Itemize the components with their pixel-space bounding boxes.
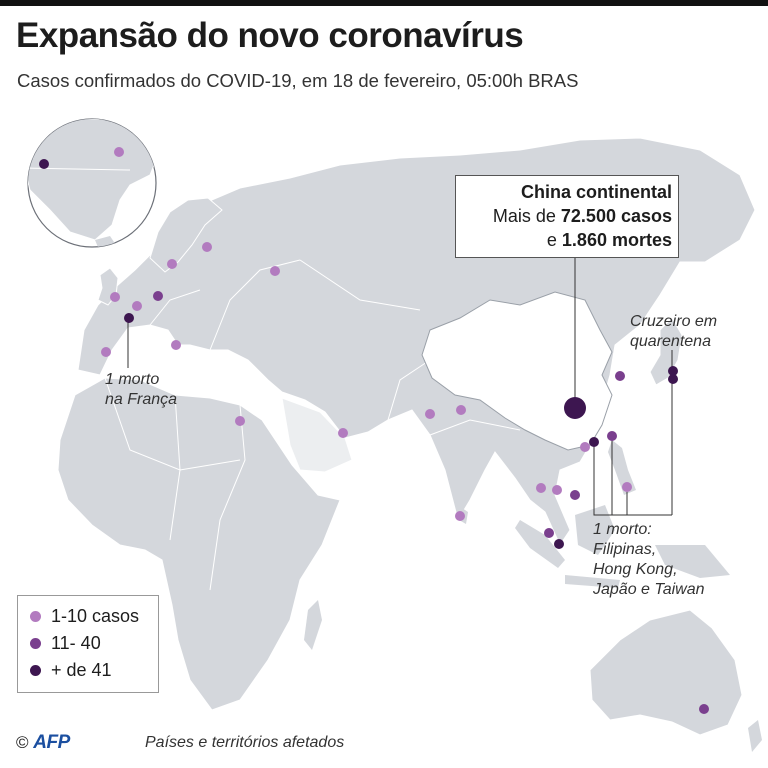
page-subtitle: Casos confirmados do COVID-19, em 18 de … bbox=[17, 70, 579, 91]
case-marker bbox=[270, 266, 280, 276]
legend: 1-10 casos 11- 40 + de 41 bbox=[17, 595, 159, 693]
case-marker bbox=[114, 147, 124, 157]
case-marker bbox=[699, 704, 709, 714]
page-title: Expansão do novo coronavírus bbox=[16, 16, 524, 55]
case-marker bbox=[668, 374, 678, 384]
case-marker bbox=[580, 442, 590, 452]
afp-wordmark: AFP bbox=[33, 732, 70, 753]
callout-region: China continental bbox=[520, 182, 672, 202]
case-marker bbox=[552, 485, 562, 495]
new-guinea bbox=[655, 545, 730, 578]
case-marker bbox=[39, 159, 49, 169]
case-marker bbox=[615, 371, 625, 381]
legend-dot-icon bbox=[30, 665, 41, 676]
arabian-peninsula bbox=[281, 397, 353, 473]
case-marker bbox=[668, 366, 678, 376]
legend-dot-icon bbox=[30, 611, 41, 622]
asia-deaths-note: 1 morto: Filipinas, Hong Kong, Japão e T… bbox=[593, 521, 705, 598]
case-marker bbox=[589, 437, 599, 447]
australia bbox=[589, 609, 743, 736]
philippines bbox=[608, 440, 636, 495]
borneo bbox=[575, 505, 615, 555]
afp-logo: © AFP bbox=[16, 732, 70, 753]
case-marker bbox=[153, 291, 163, 301]
case-marker bbox=[338, 428, 348, 438]
case-marker bbox=[132, 301, 142, 311]
case-marker bbox=[110, 292, 120, 302]
java bbox=[565, 575, 620, 588]
legend-item-dark: + de 41 bbox=[30, 657, 158, 684]
case-marker bbox=[235, 416, 245, 426]
case-marker bbox=[554, 539, 564, 549]
case-marker bbox=[564, 397, 586, 419]
case-marker bbox=[570, 490, 580, 500]
case-marker bbox=[456, 405, 466, 415]
case-marker bbox=[425, 409, 435, 419]
case-marker bbox=[171, 340, 181, 350]
callout-cases: Mais de 72.500 casos bbox=[492, 206, 672, 226]
map-caption: Países e territórios afetados bbox=[145, 734, 345, 751]
china-callout: China continental Mais de 72.500 casos e… bbox=[455, 175, 679, 258]
top-rule bbox=[0, 0, 768, 6]
legend-item-light: 1-10 casos bbox=[30, 603, 158, 630]
new-zealand bbox=[748, 720, 762, 752]
case-markers bbox=[39, 147, 709, 714]
france-note: 1 morto na França bbox=[105, 371, 178, 408]
case-marker bbox=[202, 242, 212, 252]
sumatra bbox=[515, 520, 565, 568]
case-marker bbox=[167, 259, 177, 269]
case-marker bbox=[455, 511, 465, 521]
japan bbox=[649, 317, 683, 386]
case-marker bbox=[622, 482, 632, 492]
case-marker bbox=[544, 528, 554, 538]
country-borders bbox=[104, 259, 521, 591]
case-marker bbox=[607, 431, 617, 441]
legend-dot-icon bbox=[30, 638, 41, 649]
case-marker bbox=[536, 483, 546, 493]
callout-deaths: e 1.860 mortes bbox=[546, 230, 672, 250]
africa-landmass bbox=[57, 377, 341, 711]
cruise-note: Cruzeiro em quarentena bbox=[630, 313, 718, 350]
case-marker bbox=[124, 313, 134, 323]
legend-item-medium: 11- 40 bbox=[30, 630, 158, 657]
case-marker bbox=[101, 347, 111, 357]
madagascar bbox=[304, 600, 322, 650]
